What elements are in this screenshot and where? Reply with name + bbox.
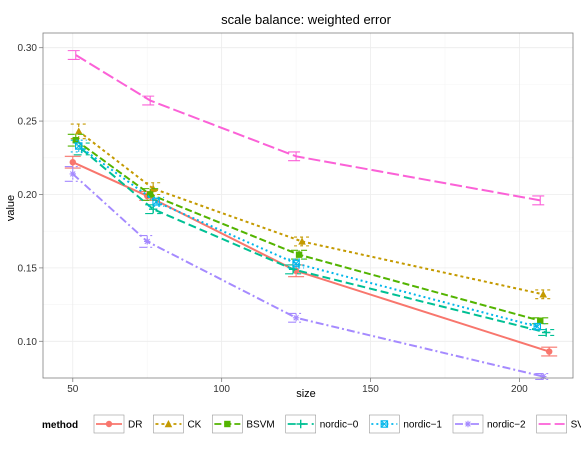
data-point [542,328,551,337]
gridlines [43,33,573,378]
series-4 [70,139,546,331]
plot-panel [43,33,573,378]
series-line [72,161,550,353]
error-bar [67,50,84,60]
data-point [69,170,76,178]
legend-key-marker [296,419,305,429]
data-point [74,127,83,135]
series-line [75,54,541,202]
data-point [545,348,553,355]
series-line [81,148,547,334]
series-line [72,173,544,378]
legend-label: nordic−0 [320,420,359,431]
data-point [540,373,547,380]
x-tick-label: 150 [362,384,379,395]
legend-title: method [42,420,78,431]
legend-item: BSVM [212,414,275,434]
legend-item: SVR [536,414,581,434]
legend-item: nordic−0 [285,414,359,434]
data-point [144,238,151,245]
series-5 [64,166,552,381]
legend-key-marker [224,420,231,428]
legend-key-box [536,414,567,434]
legend: method DR CK BSVM nordic−0 nordic−1 nordic−2 S… [42,414,581,434]
legend-key-marker [164,420,173,428]
data-point [292,314,300,322]
legend-label: CK [187,420,201,431]
series-line [78,145,538,328]
data-point [295,251,303,258]
legend-label: nordic−1 [403,420,442,431]
legend-label: BSVM [246,420,274,431]
data-point [146,191,154,198]
legend-item: DR [93,414,142,434]
axis-ticks: 50 100 150 200 0.10 0.15 0.20 0.25 0.30 [18,43,529,395]
legend-label: nordic−2 [487,420,526,431]
x-axis-title: size [296,388,316,400]
data-point [152,198,160,206]
x-tick-label: 200 [511,384,528,395]
legend-key-marker [464,420,472,428]
legend-item: nordic−2 [452,414,526,434]
series-6 [67,50,549,206]
legend-label: DR [128,420,142,431]
legend-item: CK [153,414,202,434]
legend-item: nordic−1 [369,414,442,434]
y-tick-label: 0.15 [18,263,38,274]
y-tick-label: 0.30 [18,43,38,54]
series-line [75,139,541,322]
legend-label: SVR [571,420,581,431]
series-layer [64,50,558,381]
data-point [533,322,542,331]
data-point [74,142,83,150]
y-tick-label: 0.20 [18,190,38,201]
y-tick-label: 0.10 [18,337,38,348]
chart-title: scale balance: weighted error [221,12,391,27]
data-point [537,317,544,324]
legend-key-marker [380,420,389,428]
plot-border [42,32,574,379]
data-point [292,259,300,268]
y-axis-title: value [5,195,17,221]
x-tick-label: 100 [213,384,230,395]
data-point [539,290,548,298]
data-point [298,237,306,245]
plot-area [43,33,573,378]
x-tick-label: 50 [67,384,79,395]
data-point [69,158,76,166]
legend-key-marker [105,420,113,428]
y-tick-label: 0.25 [18,117,38,128]
